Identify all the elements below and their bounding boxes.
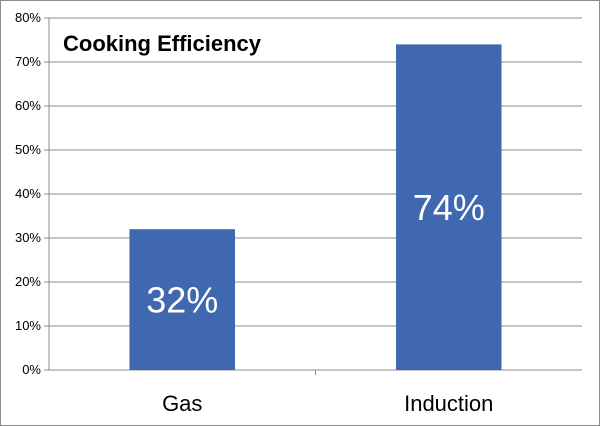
bar-induction	[395, 44, 502, 371]
x-category-label: Gas	[162, 391, 202, 416]
y-tick-label: 70%	[15, 54, 41, 69]
y-tick-label: 60%	[15, 98, 41, 113]
data-label-gas: 32%	[146, 280, 218, 321]
y-axis-ticks: 0% 10% 20% 30% 40% 50% 60% 70% 80%	[15, 10, 49, 377]
gridlines	[48, 17, 582, 371]
bar-gas	[129, 229, 236, 370]
x-axis-categories: Gas Induction	[162, 370, 493, 416]
y-tick-label: 80%	[15, 10, 41, 25]
bars: 32% 74%	[129, 44, 502, 371]
x-category-label: Induction	[404, 391, 493, 416]
y-tick-label: 20%	[15, 274, 41, 289]
y-tick-label: 0%	[22, 362, 41, 377]
y-tick-label: 50%	[15, 142, 41, 157]
y-tick-label: 40%	[15, 186, 41, 201]
y-tick-label: 10%	[15, 318, 41, 333]
data-label-induction: 74%	[413, 187, 485, 228]
chart-title: Cooking Efficiency	[63, 31, 262, 56]
y-tick-label: 30%	[15, 230, 41, 245]
